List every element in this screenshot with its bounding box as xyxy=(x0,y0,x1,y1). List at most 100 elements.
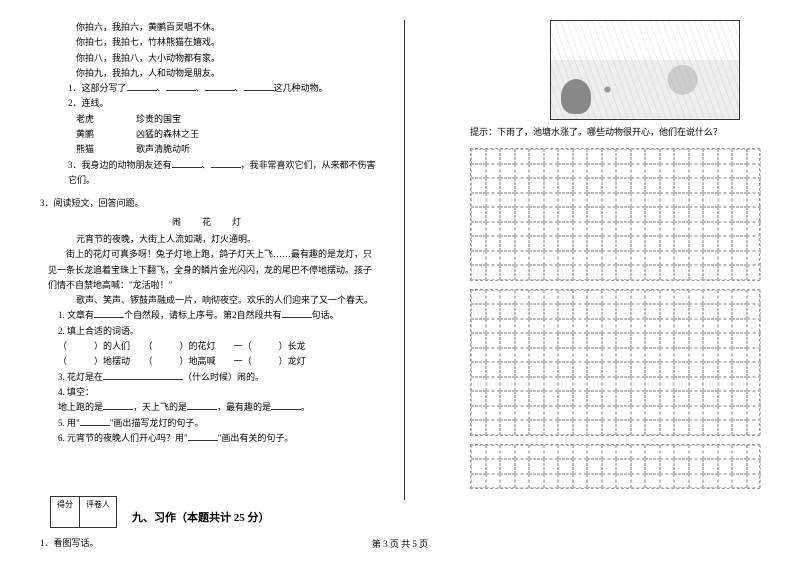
grid-cell xyxy=(544,193,559,208)
poem-line: 你拍九，我拍九，人和动物是朋友。 xyxy=(40,66,379,81)
grid-cell xyxy=(660,236,675,251)
grid-cell xyxy=(573,459,588,474)
grid-cell xyxy=(689,319,704,334)
grid-cell xyxy=(515,290,530,305)
grid-cell xyxy=(747,236,762,251)
grid-cell xyxy=(660,164,675,179)
sub-question-4: 4. 填空： xyxy=(40,385,379,400)
grid-cell xyxy=(471,236,486,251)
grid-cell xyxy=(602,304,617,319)
grid-cell xyxy=(529,265,544,280)
grid-cell xyxy=(573,149,588,164)
grid-cell xyxy=(602,164,617,179)
grid-cell xyxy=(471,193,486,208)
grid-cell xyxy=(732,319,747,334)
match-row: 老虎珍贵的国宝 xyxy=(40,112,379,127)
grid-cell xyxy=(587,391,602,406)
grid-cell xyxy=(616,236,631,251)
grid-cell xyxy=(573,304,588,319)
grid-cell xyxy=(732,149,747,164)
grid-cell xyxy=(500,149,515,164)
grid-cell xyxy=(718,420,733,435)
grid-cell xyxy=(616,406,631,421)
grid-cell xyxy=(500,178,515,193)
grid-cell xyxy=(703,304,718,319)
grid-cell xyxy=(703,391,718,406)
grid-cell xyxy=(631,222,646,237)
grid-cell xyxy=(602,406,617,421)
grid-cell xyxy=(500,207,515,222)
grid-cell xyxy=(544,391,559,406)
grid-cell xyxy=(500,319,515,334)
grid-cell xyxy=(471,207,486,222)
grid-cell xyxy=(602,265,617,280)
grid-cell xyxy=(602,178,617,193)
grid-cell xyxy=(515,319,530,334)
grid-cell xyxy=(515,265,530,280)
grid-cell xyxy=(529,406,544,421)
grid-cell xyxy=(486,149,501,164)
section-title: 九、习作（本题共计 25 分） xyxy=(132,510,270,528)
grid-cell xyxy=(689,178,704,193)
grid-cell xyxy=(732,222,747,237)
grid-cell xyxy=(616,420,631,435)
grid-cell xyxy=(529,207,544,222)
grid-cell xyxy=(747,348,762,363)
paragraph: 歌声、笑声、锣鼓声融成一片，响彻夜空。欢乐的人们迎来了又一个春天。 xyxy=(40,293,379,308)
grid-cell xyxy=(645,207,660,222)
grid-cell xyxy=(616,149,631,164)
grid-cell xyxy=(674,236,689,251)
grid-cell xyxy=(544,164,559,179)
grid-cell xyxy=(747,333,762,348)
grid-cell xyxy=(674,362,689,377)
grid-cell xyxy=(631,251,646,266)
grid-cell xyxy=(674,333,689,348)
grid-cell xyxy=(689,290,704,305)
grid-cell xyxy=(645,362,660,377)
grid-cell xyxy=(660,265,675,280)
grid-cell xyxy=(732,178,747,193)
grid-cell xyxy=(631,406,646,421)
grid-cell xyxy=(558,348,573,363)
grid-cell xyxy=(573,391,588,406)
grid-cell xyxy=(529,304,544,319)
grid-cell xyxy=(602,474,617,489)
grid-cell xyxy=(645,377,660,392)
grid-cell xyxy=(703,474,718,489)
grid-cell xyxy=(747,222,762,237)
grid-cell xyxy=(645,406,660,421)
grid-cell xyxy=(689,445,704,460)
grid-cell xyxy=(732,391,747,406)
grid-cell xyxy=(631,474,646,489)
grid-cell xyxy=(718,265,733,280)
grid-cell xyxy=(703,149,718,164)
grid-cell xyxy=(529,420,544,435)
grid-cell xyxy=(558,333,573,348)
grid-cell xyxy=(500,222,515,237)
grid-cell xyxy=(674,459,689,474)
grid-cell xyxy=(587,362,602,377)
grid-cell xyxy=(689,333,704,348)
grid-cell xyxy=(718,251,733,266)
grid-cell xyxy=(529,290,544,305)
grid-cell xyxy=(703,348,718,363)
grid-cell xyxy=(471,377,486,392)
grid-cell xyxy=(529,333,544,348)
grid-cell xyxy=(660,149,675,164)
grid-cell xyxy=(747,193,762,208)
grid-cell xyxy=(631,149,646,164)
hint-text: 提示：下雨了，池塘水涨了。哪些动物很开心，他们在说什么？ xyxy=(470,125,760,138)
grid-cell xyxy=(544,348,559,363)
grid-cell xyxy=(573,265,588,280)
article-title: 闹 花 灯 xyxy=(40,215,379,229)
grid-cell xyxy=(587,178,602,193)
grid-cell xyxy=(529,362,544,377)
grid-cell xyxy=(732,207,747,222)
page-footer: 第 3 页 共 5 页 xyxy=(0,537,800,550)
grid-cell xyxy=(631,348,646,363)
grid-cell xyxy=(674,406,689,421)
grid-cell xyxy=(573,377,588,392)
grid-cell xyxy=(631,420,646,435)
illustration-image xyxy=(550,20,740,120)
grid-cell xyxy=(718,222,733,237)
